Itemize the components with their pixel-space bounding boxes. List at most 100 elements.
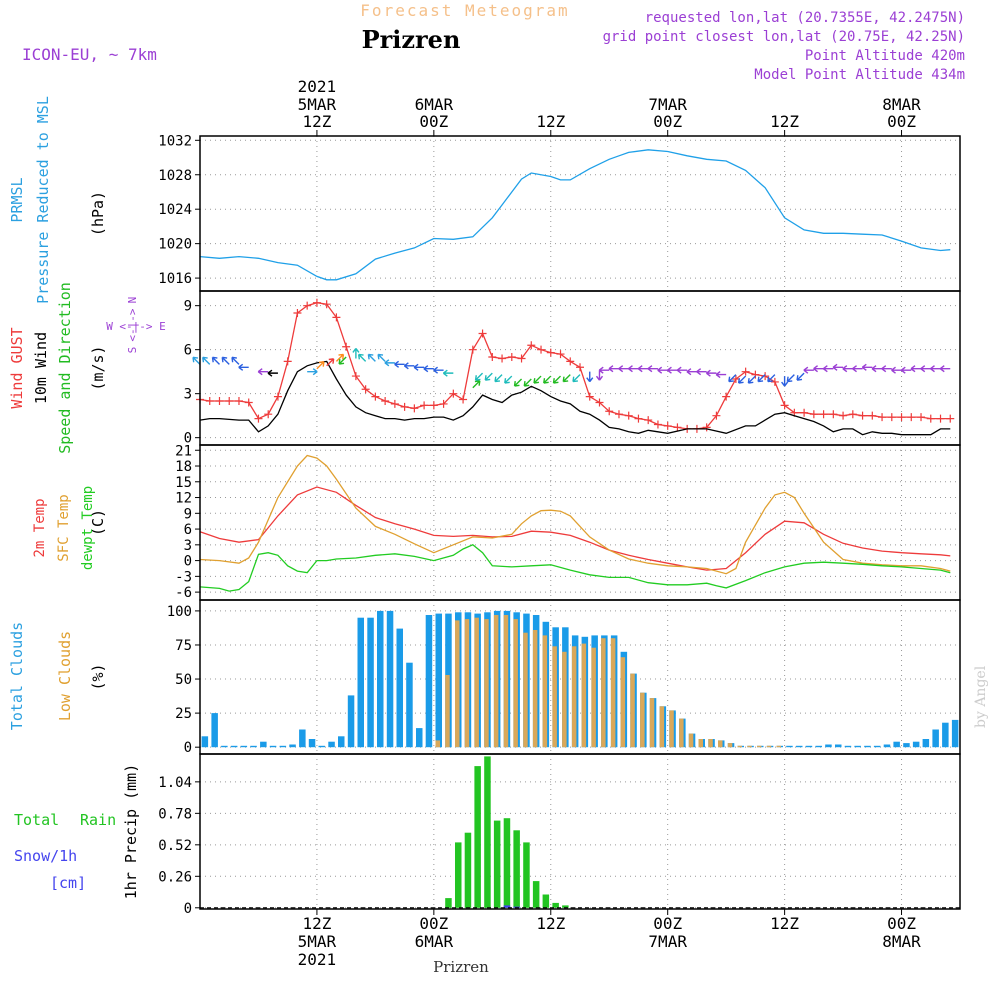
bar-total-clouds xyxy=(396,628,403,748)
panel-pressure: 1016 1020 1024 1028 1032 (hPa) PRMSL Pressure R… xyxy=(8,96,961,304)
bar-low-clouds xyxy=(552,646,557,748)
compass-north: N xyxy=(126,297,139,304)
legend-label-1: Pressure Reduced to MSL xyxy=(34,96,52,304)
panel-clouds: 0 25 50 75 100 (%) Total Clouds Low Clouds xyxy=(8,599,961,756)
bar-low-clouds xyxy=(630,673,635,748)
bottom-time-label: 8MAR xyxy=(882,932,921,951)
wind-direction-arrow xyxy=(667,366,678,374)
bar-total-clouds xyxy=(269,745,277,748)
bottom-time-label: 00Z xyxy=(653,914,682,933)
legend-label-2: Speed and Direction xyxy=(56,282,74,454)
gust-marker xyxy=(936,414,945,423)
wind-direction-arrow xyxy=(357,353,367,362)
bar-low-clouds xyxy=(601,638,606,748)
wind-direction-arrow xyxy=(533,375,542,384)
bar-total-clouds xyxy=(416,728,423,748)
gust-marker xyxy=(605,407,614,416)
wind-direction-arrow xyxy=(781,376,789,387)
gust-marker xyxy=(293,309,302,317)
gust-marker xyxy=(546,348,555,357)
bar-low-clouds xyxy=(640,692,645,748)
wind-direction-arrow xyxy=(494,374,503,383)
wind-direction-arrow xyxy=(852,365,863,373)
wind-direction-arrow xyxy=(861,363,873,371)
bar-total-clouds xyxy=(873,745,881,748)
wind-direction-arrow xyxy=(586,371,594,383)
wind-direction-arrow xyxy=(384,359,395,367)
bar-total-clouds xyxy=(338,736,345,748)
y-tick-label: 1024 xyxy=(158,202,192,218)
y-axis-label: (hPa) xyxy=(89,191,107,236)
bar-low-clouds xyxy=(698,739,703,748)
gust-marker xyxy=(537,345,546,354)
gust-marker xyxy=(244,398,253,407)
bar-low-clouds xyxy=(562,651,567,748)
wind-direction-arrow xyxy=(628,365,639,373)
y-axis-label: 1hr Precip (mm) xyxy=(122,764,140,899)
bar-rain xyxy=(513,830,520,908)
y-tick-label: 6 xyxy=(184,522,192,538)
bar-rain xyxy=(474,766,481,908)
top-time-label: 5MAR xyxy=(298,95,337,114)
bar-total-clouds xyxy=(825,744,832,748)
bar-snow-1h xyxy=(503,905,511,908)
bar-total-clouds xyxy=(406,662,413,748)
panels: 1016 1020 1024 1028 1032 (hPa) PRMSL Pressure R… xyxy=(8,96,961,917)
wind-direction-arrow xyxy=(231,356,240,365)
wind-direction-arrow xyxy=(484,372,493,381)
bar-total-clouds xyxy=(240,745,248,748)
gust-marker xyxy=(800,408,809,417)
wind-direction-arrow xyxy=(394,360,405,368)
bar-low-clouds xyxy=(532,630,538,748)
gust-marker xyxy=(381,397,390,405)
wind-direction-arrow xyxy=(192,356,201,365)
credit-watermark: by Angel xyxy=(973,665,989,728)
wind-direction-arrow xyxy=(696,368,707,376)
bar-total-clouds xyxy=(912,741,920,748)
bar-low-clouds xyxy=(747,745,752,748)
bar-total-clouds xyxy=(883,744,891,748)
bar-low-clouds xyxy=(484,619,489,748)
wind-direction-arrow xyxy=(881,365,892,373)
panel-precipitation: 0 0.26 0.52 0.78 1.04 1hr Precip (mm) Total Rai… xyxy=(14,753,961,917)
bottom-time-label: 12Z xyxy=(536,914,565,933)
gust-marker xyxy=(390,399,399,408)
compass-vertical: <-|-> xyxy=(126,308,139,341)
gust-marker xyxy=(653,420,662,429)
wind-direction-arrow xyxy=(221,356,230,365)
bar-low-clouds xyxy=(591,647,596,748)
wind-direction-arrow xyxy=(338,356,347,365)
bar-total-clouds xyxy=(796,745,803,748)
gust-marker xyxy=(576,363,584,372)
wind-direction-arrow xyxy=(637,365,649,373)
gust-marker xyxy=(234,397,243,405)
wind-direction-arrow xyxy=(767,374,776,383)
bar-total-clouds xyxy=(844,745,852,748)
gust-marker xyxy=(848,410,857,419)
bar-low-clouds xyxy=(503,615,509,748)
bottom-time-label: 12Z xyxy=(302,914,331,933)
y-axis-label: (%) xyxy=(89,663,107,690)
wind-direction-arrow xyxy=(715,371,727,379)
bar-total-clouds xyxy=(211,713,218,748)
y-tick-label: 0.52 xyxy=(158,838,192,854)
wind-direction-arrow xyxy=(832,363,844,371)
wind-direction-arrow xyxy=(238,363,249,371)
bar-total-clouds xyxy=(260,741,267,748)
legend-rain: Rain xyxy=(80,811,116,829)
wind-direction-arrow xyxy=(813,365,824,373)
model-label: ICON-EU, ~ 7km xyxy=(22,45,157,64)
gust-marker xyxy=(673,423,682,432)
y-tick-label: 0.26 xyxy=(158,869,192,885)
y-tick-label: 25 xyxy=(175,706,192,722)
gust-marker xyxy=(858,411,867,420)
gust-marker xyxy=(585,392,594,401)
wind-direction-arrow xyxy=(513,378,523,387)
bar-total-clouds xyxy=(318,745,325,748)
gust-marker xyxy=(761,372,770,381)
bar-total-clouds xyxy=(367,617,374,748)
gust-marker xyxy=(507,353,516,361)
gust-marker xyxy=(595,398,604,407)
gust-marker xyxy=(517,354,526,363)
